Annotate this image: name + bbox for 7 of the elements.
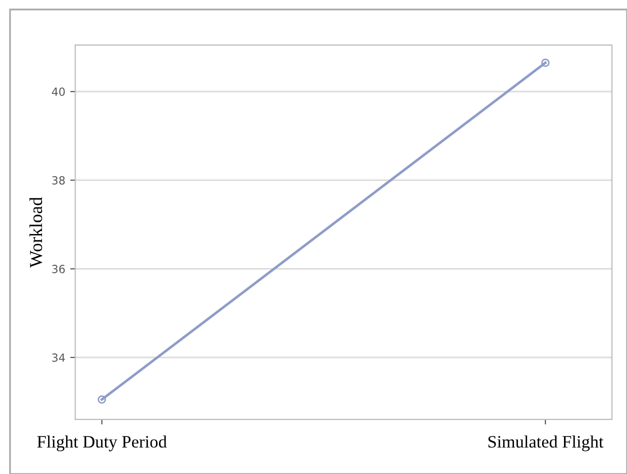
- y-tick-label: 40: [52, 88, 65, 96]
- x-tick-label: Simulated Flight: [488, 435, 604, 452]
- y-axis-title: Workload: [29, 197, 42, 268]
- y-tick-label: 34: [52, 353, 65, 362]
- x-tick-label: Flight Duty Period: [37, 435, 167, 452]
- y-tick-label: 36: [52, 264, 65, 274]
- y-tick-label: 38: [52, 176, 65, 185]
